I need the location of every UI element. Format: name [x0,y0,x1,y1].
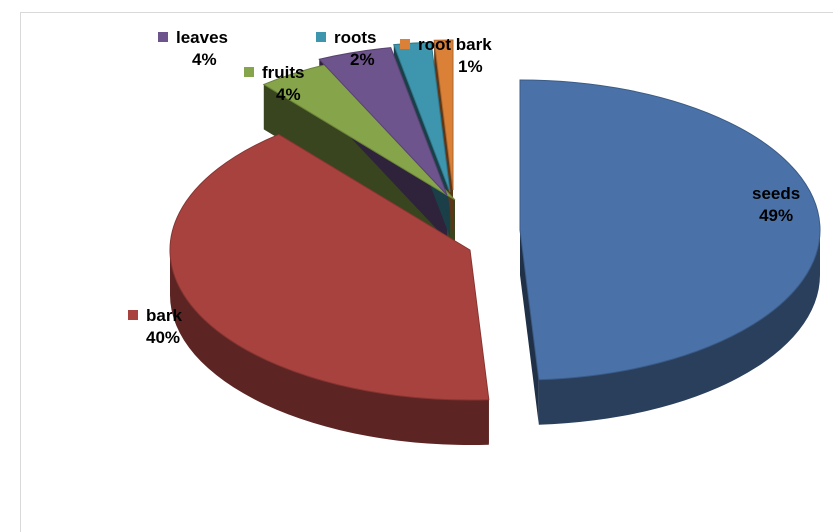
label-leaves-name: leaves [176,28,228,47]
slice-seeds [519,79,821,381]
label-roots: roots 2% [316,27,377,71]
label-root-bark: root bark 1% [400,34,492,78]
slice-seeds-side [538,230,820,425]
swatch-bark [128,310,138,320]
slice-fruits-wall-start [263,84,455,246]
label-fruits: fruits 4% [244,62,305,106]
slice-leaves [318,47,448,196]
label-bark: bark 40% [128,305,182,349]
label-roots-name: roots [334,28,377,47]
label-seeds-name: seeds [752,184,801,203]
chart-frame [20,12,833,532]
label-fruits-value: 4% [276,85,301,104]
pie-tops [169,39,821,401]
label-leaves-value: 4% [192,50,217,69]
label-roots-value: 2% [350,50,375,69]
label-seeds: seeds 49% [752,183,800,227]
swatch-fruits [244,67,254,77]
slice-bark-side [170,250,489,445]
swatch-leaves [158,32,168,42]
slice-root-bark [433,39,454,191]
label-leaves: leaves 4% [158,27,228,71]
label-bark-name: bark [146,306,182,325]
slice-roots [393,41,451,193]
label-bark-value: 40% [146,328,181,347]
slice-bark [169,133,490,401]
label-root-bark-name: root bark [418,35,492,54]
swatch-roots [316,32,326,42]
label-seeds-value: 49% [759,206,794,225]
swatch-root-bark [400,39,410,49]
slice-seeds-wall-end [520,230,539,425]
label-root-bark-value: 1% [458,57,483,76]
label-fruits-name: fruits [262,63,305,82]
